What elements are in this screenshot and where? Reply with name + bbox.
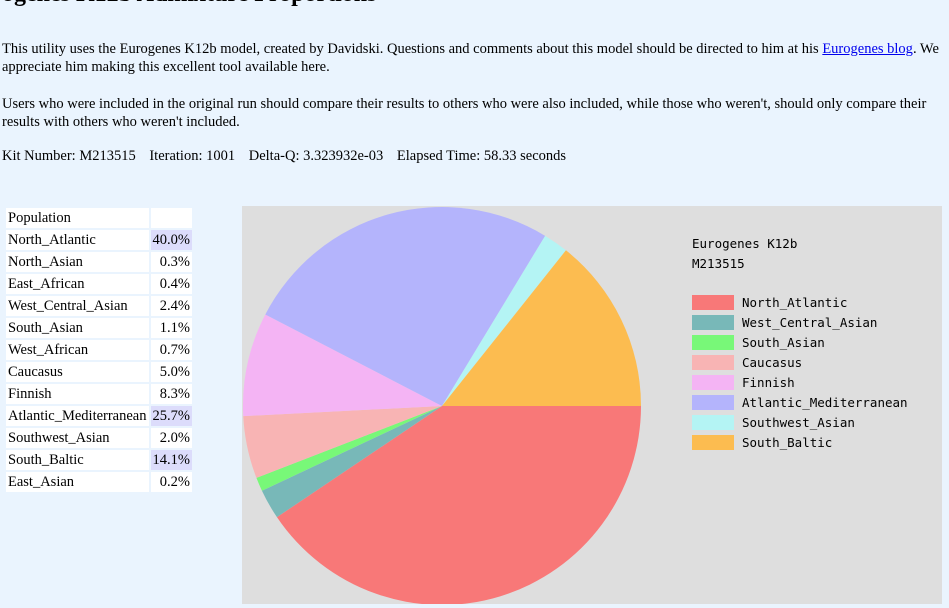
population-value: 0.4% xyxy=(150,274,192,294)
population-name: North_Atlantic xyxy=(6,230,149,250)
population-header: Population xyxy=(6,208,149,228)
intro-text-end: . We appreciate him making this excellen… xyxy=(2,41,939,75)
population-value: 14.1% xyxy=(150,450,192,470)
value-header xyxy=(150,208,192,228)
table-row: West_Central_Asian 2.4% xyxy=(6,296,192,316)
population-name: West_African xyxy=(6,340,149,360)
legend-label: Atlantic_Mediterranean xyxy=(742,395,908,410)
pie-chart-svg: Eurogenes K12b M213515 North_Atlantic West_… xyxy=(243,207,908,604)
population-table: Population North_Atlantic 40.0% North_Asia… xyxy=(4,206,194,494)
legend-swatch xyxy=(692,355,734,370)
legend-swatch xyxy=(692,335,734,350)
table-header-row: Population xyxy=(6,208,192,228)
table-row: South_Asian 1.1% xyxy=(6,318,192,338)
table-row: Southwest_Asian 2.0% xyxy=(6,428,192,448)
population-name: North_Asian xyxy=(6,252,149,272)
population-name: Caucasus xyxy=(6,362,149,382)
legend-swatch xyxy=(692,415,734,430)
population-value: 1.1% xyxy=(150,318,192,338)
population-value: 40.0% xyxy=(150,230,192,250)
population-value: 8.3% xyxy=(150,384,192,404)
elapsed-time: Elapsed Time: 58.33 seconds xyxy=(396,148,567,164)
table-row: East_African 0.4% xyxy=(6,274,192,294)
table-row: Atlantic_Mediterranean 25.7% xyxy=(6,406,192,426)
pie-slice-south-baltic xyxy=(442,250,641,406)
population-name: West_Central_Asian xyxy=(6,296,149,316)
chart-subtitle: M213515 xyxy=(692,256,745,271)
population-name: East_African xyxy=(6,274,149,294)
pie-slice-atlantic-mediterranean xyxy=(265,207,546,406)
legend-swatch xyxy=(692,435,734,450)
table-row: Caucasus 5.0% xyxy=(6,362,192,382)
legend-swatch xyxy=(692,375,734,390)
intro-paragraph: This utility uses the Eurogenes K12b mod… xyxy=(2,40,949,76)
legend-label: South_Asian xyxy=(742,335,825,350)
pie-slice-southwest-asian xyxy=(442,235,566,406)
legend-label: Southwest_Asian xyxy=(742,415,855,430)
pie-slice-north-atlantic xyxy=(276,406,641,604)
population-value: 2.4% xyxy=(150,296,192,316)
comparison-note: Users who were included in the original … xyxy=(2,96,927,130)
pie-slice-finnish xyxy=(243,314,442,417)
page-title: ogenes K12b Admixture Proportions xyxy=(2,0,376,8)
legend-swatch xyxy=(692,395,734,410)
population-value: 5.0% xyxy=(150,362,192,382)
population-name: Atlantic_Mediterranean xyxy=(6,406,149,426)
kit-number: Kit Number: M213515 xyxy=(2,148,136,164)
legend-label: South_Baltic xyxy=(742,435,832,450)
legend-label: Finnish xyxy=(742,375,795,390)
pie-slice-caucasus xyxy=(243,406,442,478)
table-row: North_Asian 0.3% xyxy=(6,252,192,272)
pie-slice-south-asian xyxy=(256,406,442,491)
eurogenes-blog-link[interactable]: Eurogenes blog xyxy=(822,41,913,57)
population-name: South_Asian xyxy=(6,318,149,338)
population-value: 0.7% xyxy=(150,340,192,360)
population-value: 2.0% xyxy=(150,428,192,448)
table-row: South_Baltic 14.1% xyxy=(6,450,192,470)
legend-label: West_Central_Asian xyxy=(742,315,877,330)
legend-label: Caucasus xyxy=(742,355,802,370)
legend-label: North_Atlantic xyxy=(742,295,847,310)
population-value: 0.2% xyxy=(150,472,192,492)
population-value: 0.3% xyxy=(150,252,192,272)
table-row: East_Asian 0.2% xyxy=(6,472,192,492)
table-row: Finnish 8.3% xyxy=(6,384,192,404)
population-value: 25.7% xyxy=(150,406,192,426)
admixture-pie-chart: Eurogenes K12b M213515 North_Atlantic West_… xyxy=(242,206,942,604)
iteration: Iteration: 1001 xyxy=(149,148,236,164)
intro-text: This utility uses the Eurogenes K12b mod… xyxy=(2,41,823,57)
population-name: South_Baltic xyxy=(6,450,149,470)
population-name: Finnish xyxy=(6,384,149,404)
pie-slice-west-central-asian xyxy=(261,406,442,518)
table-row: North_Atlantic 40.0% xyxy=(6,230,192,250)
run-info: Kit Number: M213515 Iteration: 1001 Delt… xyxy=(2,148,576,165)
population-name: East_Asian xyxy=(6,472,149,492)
legend-swatch xyxy=(692,295,734,310)
delta-q: Delta-Q: 3.323932e-03 xyxy=(248,148,384,164)
legend-swatch xyxy=(692,315,734,330)
population-name: Southwest_Asian xyxy=(6,428,149,448)
chart-title: Eurogenes K12b xyxy=(692,236,797,251)
table-row: West_African 0.7% xyxy=(6,340,192,360)
